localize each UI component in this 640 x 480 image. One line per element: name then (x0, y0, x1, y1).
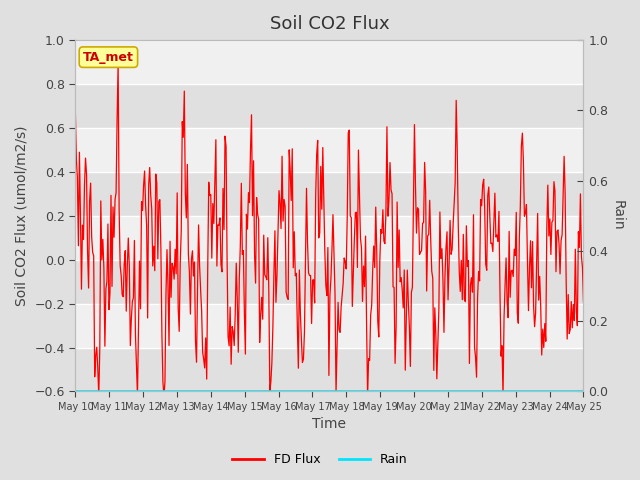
Bar (76, 128, 584, 172)
Bar (76, 84, 584, 128)
Bar (76, 216, 584, 260)
Y-axis label: Rain: Rain (611, 201, 625, 231)
Y-axis label: Soil CO2 Flux (umol/m2/s): Soil CO2 Flux (umol/m2/s) (15, 125, 29, 306)
Title: Soil CO2 Flux: Soil CO2 Flux (269, 15, 389, 33)
Bar (76, 260, 584, 303)
X-axis label: Time: Time (312, 418, 346, 432)
Bar (76, 40, 584, 84)
Legend: FD Flux, Rain: FD Flux, Rain (227, 448, 413, 471)
Bar (76, 348, 584, 391)
Bar (76, 172, 584, 216)
Text: TA_met: TA_met (83, 51, 134, 64)
Bar (76, 303, 584, 348)
